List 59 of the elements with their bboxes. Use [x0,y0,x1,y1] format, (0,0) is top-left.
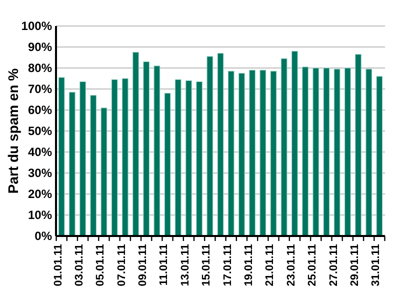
bar [238,72,245,236]
x-tick-label: 07.01.11 [116,244,128,286]
bar [344,68,351,236]
bar [206,56,214,236]
bar [260,70,266,236]
bar [68,92,76,236]
x-tick-label: 25.01.11 [306,244,319,286]
y-tick-label: 60% [28,102,52,117]
bar [312,68,320,236]
x-tick-label: 13.01.11 [179,244,192,286]
y-tick-label: 40% [28,144,52,159]
y-tick-label: 10% [28,208,52,222]
bar [355,54,362,236]
bar [58,77,65,236]
bar [132,52,139,236]
bar [122,78,128,236]
y-tick-label: 0% [34,228,52,243]
x-tick-label: 17.01.11 [222,244,234,286]
bar [249,70,256,236]
y-tick-label: 30% [28,166,52,180]
bar [174,79,182,236]
y-tick-label: 80% [28,60,52,75]
x-tick-label: 03.01.11 [73,244,86,286]
x-tick-label: 23.01.11 [285,244,298,286]
bar [154,66,160,236]
bar [334,68,340,236]
x-tick-label: 19.01.11 [242,244,255,286]
x-tick-label: 09.01.11 [137,244,150,286]
y-tick-label: 20% [28,186,52,201]
bar [111,79,118,236]
bar [291,50,298,236]
x-tick-label: 05.01.11 [94,244,107,286]
bar [196,81,203,236]
y-tick-label: 100% [21,18,52,33]
x-tick-label: 27.01.11 [328,244,340,286]
bar [366,68,372,236]
bar [143,61,150,236]
bar [100,108,108,236]
x-tick-label: 21.01.11 [264,244,276,286]
y-axis-title: Part du spam en % [5,68,21,194]
x-tick-label: 15.01.11 [200,244,213,286]
bar [164,92,171,236]
y-tick-label: 50% [28,124,52,138]
x-tick-label: 31.01.11 [370,244,382,286]
bar [217,53,224,236]
bar [186,80,192,236]
bar [80,81,86,236]
bar [302,66,308,236]
bar [376,76,383,236]
y-tick-label: 70% [28,82,52,96]
bar [323,68,330,236]
y-tick-label: 90% [28,40,52,54]
bar [280,58,288,236]
x-tick-label: 01.01.11 [52,244,64,286]
x-tick-label: 29.01.11 [348,244,361,286]
bar [90,95,97,236]
x-tick-label: 11.01.11 [158,244,170,286]
bar [270,70,277,236]
bar [228,70,234,236]
